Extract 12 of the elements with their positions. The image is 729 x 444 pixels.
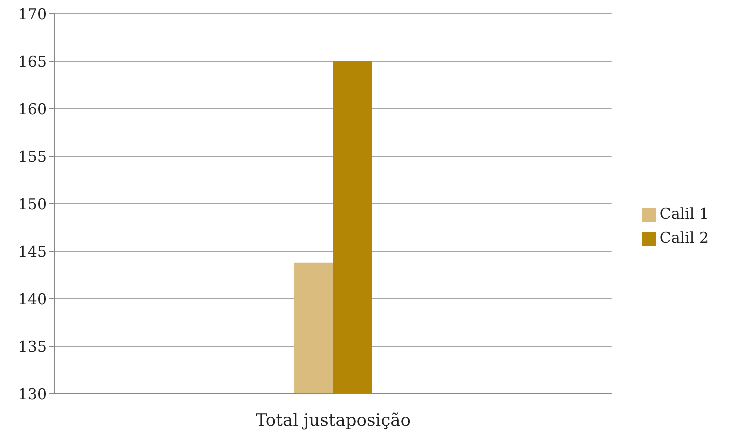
y-tick-label: 165 <box>18 52 47 71</box>
x-tick-label: Total justaposição <box>256 411 412 432</box>
y-tick-label: 160 <box>18 100 47 118</box>
y-tick-label: 155 <box>18 148 47 166</box>
legend-label: Calil 1 <box>660 205 709 223</box>
y-tick-label: 140 <box>18 290 47 308</box>
legend-label: Calil 2 <box>660 229 709 247</box>
y-tick-label: 145 <box>18 242 47 261</box>
y-tick-label: 130 <box>18 385 47 404</box>
y-tick-label: 150 <box>18 195 47 214</box>
y-tick-label: 135 <box>18 338 47 356</box>
y-tick-label: 170 <box>18 5 47 24</box>
